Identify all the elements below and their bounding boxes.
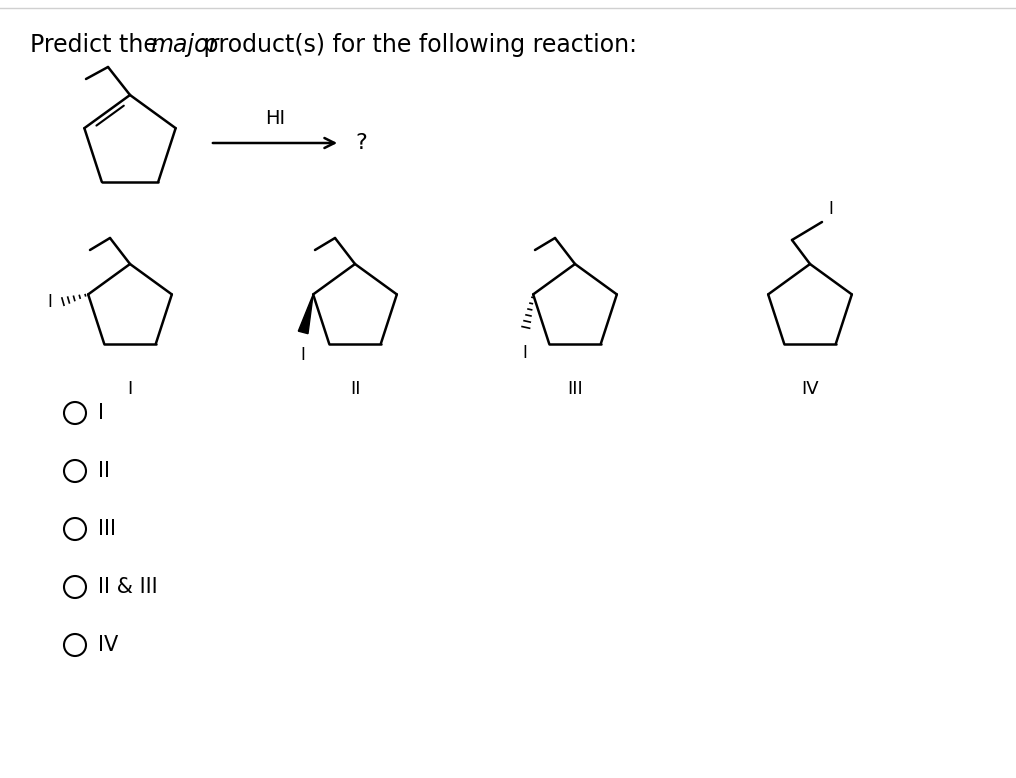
Text: Predict the: Predict the [30,33,166,57]
Text: II & III: II & III [98,577,157,597]
Polygon shape [299,294,313,334]
Text: I: I [127,380,133,398]
Text: HI: HI [265,109,285,128]
Text: I: I [301,346,306,364]
Text: major: major [150,33,218,57]
Text: IV: IV [802,380,819,398]
Text: I: I [522,345,527,363]
Text: III: III [98,519,116,539]
Text: I: I [828,200,833,218]
Text: I: I [48,293,52,311]
Text: IV: IV [98,635,118,655]
Text: II: II [350,380,361,398]
Text: III: III [567,380,583,398]
Text: I: I [98,403,104,423]
Text: product(s) for the following reaction:: product(s) for the following reaction: [196,33,637,57]
Text: II: II [98,461,110,481]
Text: ?: ? [355,133,367,153]
